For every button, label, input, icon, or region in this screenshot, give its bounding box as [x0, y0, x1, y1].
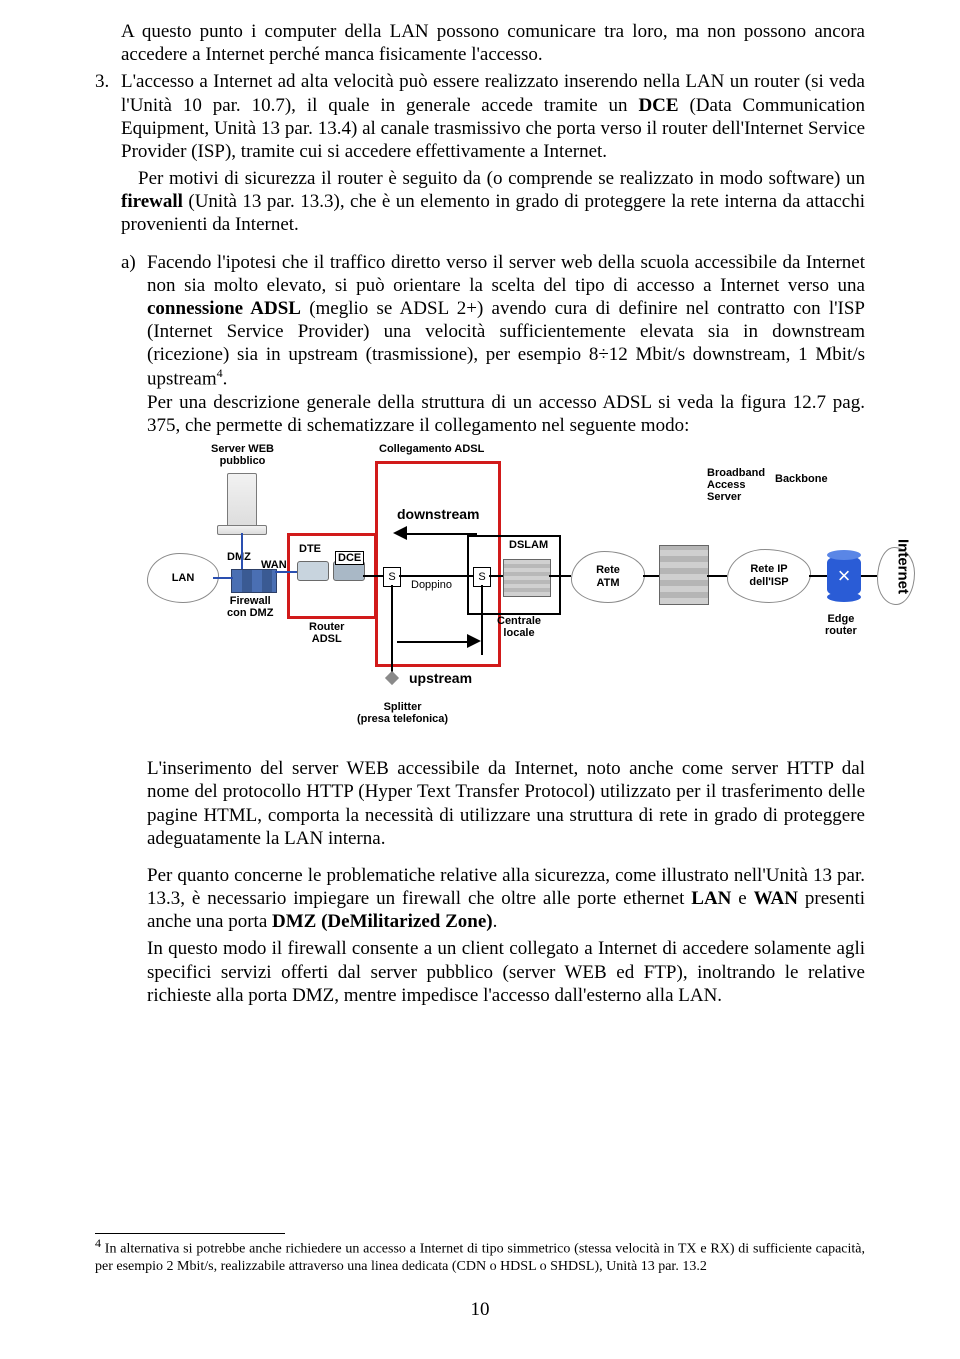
text: . — [493, 911, 498, 932]
footer-area: 4 In alternativa si potrebbe anche richi… — [95, 1233, 865, 1321]
label-server-web: Server WEB pubblico — [211, 443, 274, 467]
label-splitter: Splitter (presa telefonica) — [357, 701, 448, 725]
paragraph-intro: A questo punto i computer della LAN poss… — [95, 20, 865, 66]
paragraph-after3: In questo modo il firewall consente a un… — [95, 937, 865, 1007]
text: . — [223, 369, 228, 390]
arrow-left-icon — [393, 526, 407, 540]
bold-wan: WAN — [754, 888, 798, 909]
paragraph-after1: L'inserimento del server WEB accessibile… — [95, 757, 865, 850]
edge-router-icon: × — [827, 555, 861, 597]
list-marker-a: a) — [121, 251, 147, 438]
text: Per una descrizione generale della strut… — [147, 392, 865, 436]
cloud-isp: Rete IP dell'ISP — [727, 549, 811, 603]
label-downstream: downstream — [397, 507, 479, 522]
label-upstream: upstream — [409, 671, 472, 686]
adsl-diagram: Server WEB pubblico Collegamento ADSL Br… — [147, 443, 917, 743]
text: Per motivi di sicurezza il router è segu… — [138, 168, 865, 189]
line-icon — [213, 577, 233, 579]
line-icon — [643, 575, 659, 577]
list-item-3: 3. L'accesso a Internet ad alta velocità… — [95, 70, 865, 163]
list-body-a: Facendo l'ipotesi che il traffico dirett… — [147, 251, 865, 438]
label-firewall: Firewall con DMZ — [227, 595, 273, 619]
text: Facendo l'ipotesi che il traffico dirett… — [147, 252, 865, 296]
bold-lan: LAN — [691, 888, 731, 909]
splitter-icon — [385, 671, 399, 685]
line-icon — [549, 575, 571, 577]
line-icon — [391, 585, 393, 675]
arrow-right-icon — [467, 634, 481, 648]
sbox-left: S — [383, 567, 401, 587]
line-icon — [481, 585, 483, 655]
label-centrale: Centrale locale — [497, 615, 541, 639]
bas-icon — [659, 545, 709, 605]
line-icon — [363, 575, 383, 577]
footnote-text: 4 In alternativa si potrebbe anche richi… — [95, 1236, 865, 1276]
bold-firewall: firewall — [121, 191, 183, 212]
line-doppino — [399, 575, 473, 577]
arrow-line — [397, 641, 467, 643]
bold-dmz: DMZ (DeMilitarized Zone) — [272, 911, 493, 932]
paragraph-firewall: Per motivi di sicurezza il router è segu… — [95, 167, 865, 237]
firewall-icon — [231, 569, 277, 593]
line-icon — [275, 571, 297, 573]
label-backbone: Backbone — [775, 473, 828, 485]
label-edge: Edge router — [825, 613, 857, 637]
cloud-lan: LAN — [147, 553, 219, 603]
label-internet: Internet — [893, 539, 911, 594]
label-wan: WAN — [261, 559, 287, 571]
label-dmz: DMZ — [227, 551, 251, 563]
list-item-a: a) Facendo l'ipotesi che il traffico dir… — [95, 251, 865, 438]
bold-dce: DCE — [638, 95, 678, 116]
label-router: Router ADSL — [309, 621, 344, 645]
cloud-atm: Rete ATM — [571, 551, 645, 603]
line-icon — [707, 575, 727, 577]
line-icon — [861, 575, 877, 577]
arrow-line — [407, 533, 477, 535]
footnote-separator — [95, 1233, 285, 1234]
line-icon — [809, 575, 827, 577]
paragraph-after2: Per quanto concerne le problematiche rel… — [95, 864, 865, 934]
label-collegamento: Collegamento ADSL — [379, 443, 484, 455]
line-icon — [241, 533, 243, 569]
text: e — [731, 888, 753, 909]
label-broadband: Broadband Access Server — [707, 467, 765, 503]
list-marker: 3. — [95, 70, 121, 163]
text: (Unità 13 par. 13.3), che è un elemento … — [121, 191, 865, 235]
server-icon — [227, 473, 257, 529]
list-body: L'accesso a Internet ad alta velocità pu… — [121, 70, 865, 163]
page-number: 10 — [95, 1298, 865, 1321]
text: In alternativa si potrebbe anche richied… — [95, 1242, 865, 1275]
label-doppino: Doppino — [411, 579, 452, 591]
bold-adsl: connessione ADSL — [147, 298, 301, 319]
